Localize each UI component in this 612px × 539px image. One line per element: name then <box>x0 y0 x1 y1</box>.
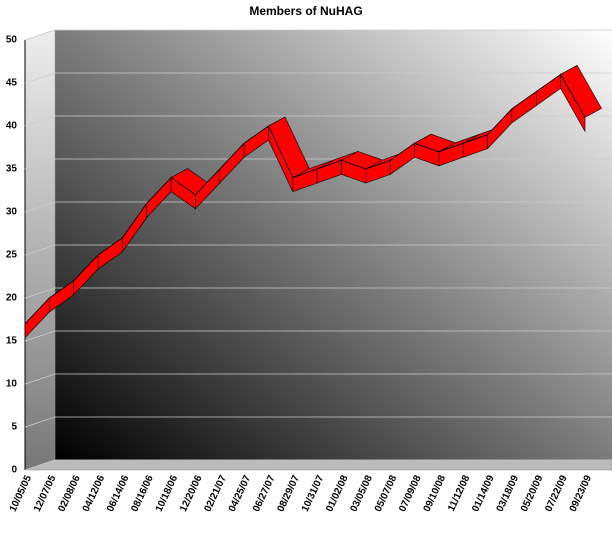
y-tick-label: 45 <box>6 78 18 89</box>
y-tick-label: 20 <box>6 293 18 304</box>
x-tick-label: 09/23/09 <box>568 473 595 513</box>
x-tick-label: 07/22/09 <box>543 473 570 513</box>
x-tick-label: 07/09/08 <box>397 473 424 513</box>
x-tick-label: 03/18/09 <box>495 473 522 513</box>
y-tick-label: 10 <box>6 379 18 390</box>
x-tick-label: 05/07/08 <box>373 473 400 513</box>
y-tick-label: 35 <box>6 164 18 175</box>
x-tick-label: 01/02/08 <box>324 473 351 513</box>
grid-line <box>24 72 612 84</box>
x-tick-label: 03/05/08 <box>349 473 376 513</box>
grid-line <box>24 416 612 428</box>
y-tick-label: 0 <box>11 465 17 476</box>
grid-line <box>24 29 612 41</box>
x-tick-label: 10/05/05 <box>8 473 35 513</box>
grid-line <box>24 115 612 127</box>
x-tick-label: 04/25/07 <box>227 473 254 513</box>
x-tick-label: 06/14/06 <box>105 473 132 513</box>
x-tick-label: 11/12/08 <box>446 473 472 513</box>
x-tick-label: 10/31/07 <box>300 473 327 513</box>
x-tick-label: 09/10/08 <box>422 473 449 513</box>
x-tick-label: 12/07/05 <box>32 473 59 513</box>
grid-line <box>24 373 612 385</box>
grid-line <box>24 287 612 299</box>
y-tick-label: 40 <box>6 121 18 132</box>
grid-line <box>24 244 612 256</box>
chart-title: Members of NuHAG <box>249 4 362 18</box>
x-tick-label: 02/08/06 <box>56 473 83 513</box>
grid-line <box>24 330 612 342</box>
y-tick-label: 30 <box>6 207 18 218</box>
x-tick-label: 01/14/09 <box>470 473 497 513</box>
x-tick-label: 12/20/06 <box>178 473 205 513</box>
x-tick-label: 10/18/06 <box>154 473 181 513</box>
x-tick-label: 06/27/07 <box>251 473 278 513</box>
x-tick-label: 02/21/07 <box>202 473 229 513</box>
grid-line <box>24 459 612 471</box>
y-tick-label: 5 <box>11 422 17 433</box>
y-tick-label: 50 <box>6 35 18 46</box>
grid-line <box>24 201 612 213</box>
x-tick-label: 08/16/06 <box>129 473 156 513</box>
y-tick-label: 25 <box>6 250 18 261</box>
x-tick-label: 05/20/09 <box>519 473 546 513</box>
x-tick-label: 04/12/06 <box>81 473 108 513</box>
y-tick-label: 15 <box>6 336 18 347</box>
x-tick-label: 08/29/07 <box>276 473 303 513</box>
floor <box>24 459 612 471</box>
line <box>24 73 586 325</box>
